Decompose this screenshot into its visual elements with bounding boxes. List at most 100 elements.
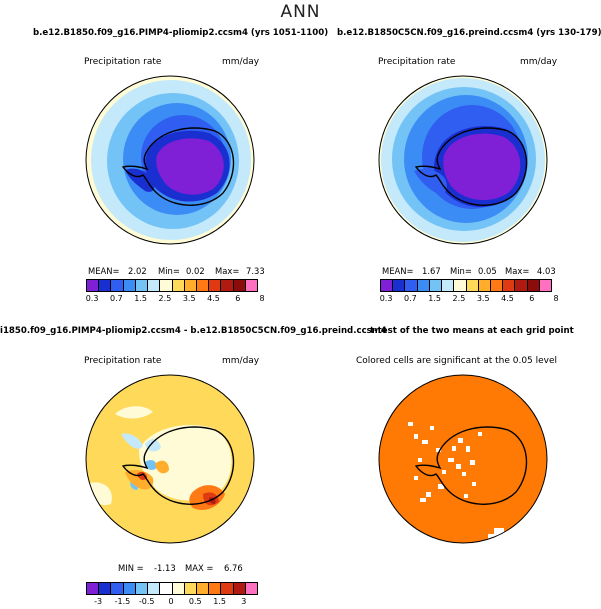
colorbar-tick-label: 8 [553,294,559,303]
colorbar-tick-label: 4.5 [501,294,514,303]
colorbar-swatch [123,583,136,594]
colorbar-swatch [87,280,100,291]
colorbar-swatch [99,280,112,291]
colorbar-tick-label: 2.5 [158,294,172,303]
colorbar-swatch [196,280,210,291]
colorbar-tick-label: 2.5 [452,294,466,303]
colorbar-swatch [172,280,185,291]
colorbar-swatch [87,583,100,594]
colorbar-swatch [233,583,246,594]
colorbar-swatch [466,280,479,291]
colorbar-swatch [184,583,197,594]
colorbar-top-left [86,279,258,292]
colorbar-bottom-left [86,582,258,595]
colorbar-swatch [490,280,504,291]
stat-max-label-bottom-left: MAX = [185,563,214,573]
colorbar-tick-label: 1.5 [428,294,442,303]
colorbar-ticks-top-right: 0.3 0.7 1.5 2.5 3.5 4.5 6 8 [379,294,559,304]
stat-min-label-top-left: Min= [158,266,180,276]
colorbar-tick-label: 3.5 [476,294,490,303]
colorbar-top-right [380,279,552,292]
colorbar-swatch [135,583,149,594]
colorbar-tick-label: 1.5 [213,597,226,606]
colorbar-swatch [160,583,173,594]
significance-note: Colored cells are significant at the 0.0… [356,356,558,366]
variable-label-top-right: Precipitation rate [378,57,456,67]
colorbar-swatch [393,280,406,291]
colorbar-tick-label: 0 [168,597,174,606]
stat-min-value-bottom-left: -1.13 [154,563,176,573]
colorbar-tick-label: 0.3 [379,294,393,303]
colorbar-swatch [172,583,185,594]
colorbar-swatch [417,280,430,291]
colorbar-tick-label: 3.5 [182,294,196,303]
colorbar-swatch [148,583,161,594]
colorbar-swatch [381,280,394,291]
case-title-bottom-left: i1850.f09_g16.PIMP4-pliomip2.ccsm4 - b.e… [0,326,387,336]
units-label-top-right: mm/day [520,57,558,67]
colorbar-swatch [209,583,222,594]
variable-label-bottom-left: Precipitation rate [84,356,162,366]
colorbar-swatch [539,280,552,291]
stat-max-label-top-left: Max= [215,266,240,276]
colorbar-ticks-bottom-left: -3 -1.5 -0.5 0 0.5 1.5 3 [86,597,256,607]
colorbar-tick-label: 0.7 [403,294,417,303]
stat-mean-value-top-right: 1.67 [422,266,441,276]
stat-max-value-top-left: 7.33 [246,266,265,276]
colorbar-swatch [123,280,136,291]
colorbar-ticks-top-left: 0.3 0.7 1.5 2.5 3.5 4.5 6 8 [85,294,265,304]
colorbar-swatch [221,280,234,291]
colorbar-swatch [503,280,516,291]
map-top-right [378,75,548,245]
case-title-top-left: b.e12.B1850.f09_g16.PIMP4-pliomip2.ccsm4… [33,28,329,38]
colorbar-swatch [442,280,455,291]
colorbar-tick-label: 6 [529,294,535,303]
colorbar-tick-label: 8 [259,294,265,303]
colorbar-swatch [111,583,124,594]
colorbar-swatch [160,280,173,291]
colorbar-tick-label: 6 [235,294,241,303]
colorbar-swatch [209,280,222,291]
case-title-top-right: b.e12.B1850C5CN.f09_g16.preind.ccsm4 (yr… [337,28,601,38]
colorbar-swatch [135,280,149,291]
map-bottom-right [378,374,548,544]
stat-mean-value-top-left: 2.02 [128,266,147,276]
colorbar-swatch [99,583,112,594]
colorbar-swatch [245,583,258,594]
colorbar-swatch [196,583,210,594]
stat-min-label-top-right: Min= [450,266,472,276]
stat-min-value-top-right: 0.05 [478,266,497,276]
colorbar-tick-label: -1.5 [114,597,131,606]
colorbar-tick-label: -3 [94,597,103,606]
colorbar-swatch [429,280,443,291]
stat-min-label-bottom-left: MIN = [118,563,144,573]
colorbar-tick-label: 3 [241,597,247,606]
colorbar-tick-label: 1.5 [134,294,148,303]
colorbar-tick-label: 0.3 [85,294,99,303]
map-bottom-left [85,374,255,544]
colorbar-tick-label: -0.5 [138,597,155,606]
colorbar-swatch [184,280,197,291]
colorbar-swatch [245,280,258,291]
colorbar-swatch [405,280,418,291]
stat-mean-label-top-left: MEAN= [88,266,120,276]
stat-max-label-top-right: Max= [505,266,530,276]
stat-max-value-top-right: 4.03 [537,266,556,276]
stat-mean-label-top-right: MEAN= [382,266,414,276]
colorbar-swatch [233,280,246,291]
units-label-bottom-left: mm/day [222,356,260,366]
figure-title: ANN [280,2,321,22]
colorbar-tick-label: 0.5 [188,597,202,606]
map-top-left [85,75,255,245]
variable-label-top-left: Precipitation rate [84,57,162,67]
colorbar-swatch [454,280,467,291]
stat-max-value-bottom-left: 6.76 [224,563,243,573]
colorbar-swatch [527,280,540,291]
colorbar-swatch [221,583,234,594]
colorbar-tick-label: 0.7 [109,294,123,303]
stat-min-value-top-left: 0.02 [186,266,205,276]
units-label-top-left: mm/day [222,57,260,67]
case-title-bottom-right: t-test of the two means at each grid poi… [370,326,574,336]
colorbar-swatch [148,280,161,291]
colorbar-swatch [111,280,124,291]
